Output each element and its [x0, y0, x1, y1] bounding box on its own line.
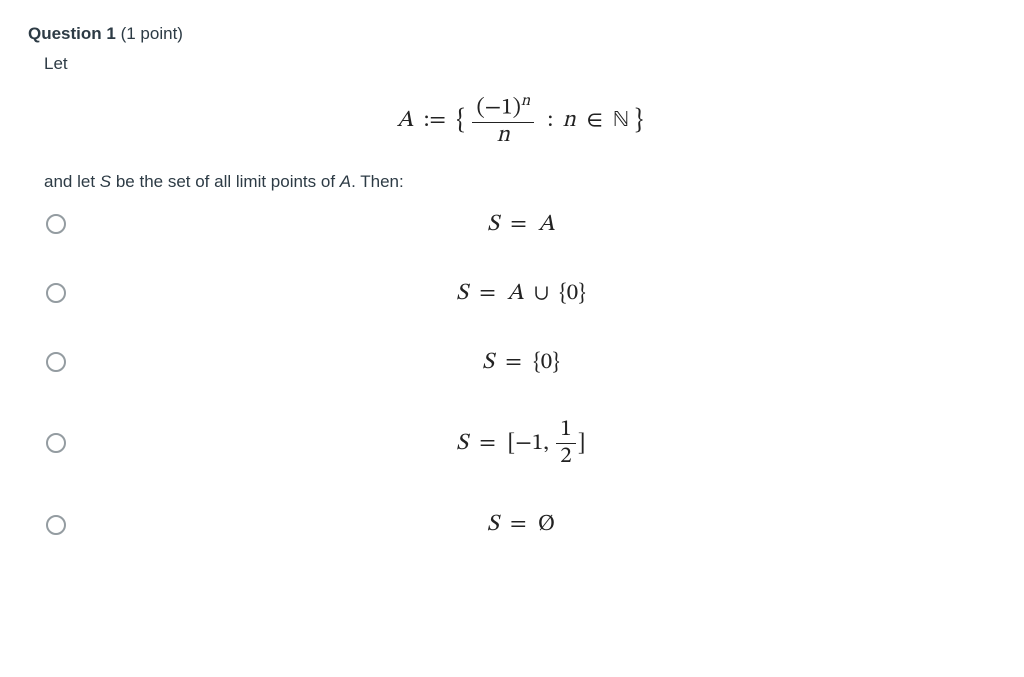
- sym-N: ℕ: [613, 109, 629, 132]
- sym-n: n: [563, 109, 576, 132]
- o5-empty: Ø: [538, 513, 555, 536]
- options-list: S = A S = A ∪ {0} S: [44, 210, 996, 540]
- question-number: 1: [106, 24, 115, 43]
- question-points: (1 point): [116, 24, 183, 43]
- option-3[interactable]: S = {0}: [44, 348, 996, 377]
- o3-lb: {: [533, 351, 541, 374]
- followup-italic-S: S: [100, 172, 111, 191]
- math-o3: S = {0}: [482, 351, 559, 374]
- o4-den: 2: [556, 444, 575, 470]
- sym-colon: :: [542, 109, 558, 132]
- o4-frac: 1 2: [556, 417, 575, 471]
- o2-zero: 0: [567, 282, 578, 305]
- followup-mid: be the set of all limit points of: [111, 172, 340, 191]
- option-content: S = Ø: [86, 510, 996, 539]
- sym-lbrace: {: [456, 108, 465, 134]
- sym-in: ∈: [581, 109, 608, 132]
- question-header: Question 1 (1 point): [28, 24, 996, 44]
- fraction: (−1)n n: [472, 92, 534, 150]
- sym-assign: :=: [419, 109, 451, 132]
- sym-A: A: [397, 109, 414, 132]
- o3-rb: }: [552, 351, 560, 374]
- math-o5: S = Ø: [487, 513, 555, 536]
- option-content: S = A: [86, 210, 996, 239]
- o4-comma: ,: [543, 432, 549, 455]
- radio-button[interactable]: [46, 352, 66, 372]
- option-5[interactable]: S = Ø: [44, 510, 996, 539]
- o4-rbr: ]: [578, 432, 586, 455]
- o1-eq: =: [504, 213, 533, 236]
- o4-eq: =: [473, 432, 502, 455]
- question-body: Let A := { (−1)n n : n ∈ ℕ } and let S b…: [28, 54, 996, 539]
- o1-S: S: [487, 213, 499, 236]
- o5-S: S: [487, 513, 499, 536]
- radio-button[interactable]: [46, 283, 66, 303]
- o3-eq: =: [499, 351, 528, 374]
- o2-eq: =: [473, 282, 502, 305]
- question-label-prefix: Question: [28, 24, 106, 43]
- option-content: S = A ∪ {0}: [86, 279, 996, 308]
- o3-S: S: [482, 351, 494, 374]
- o3-zero: 0: [541, 351, 552, 374]
- minus1: (−1): [476, 97, 520, 120]
- followup-text: and let S be the set of all limit points…: [44, 172, 996, 192]
- exp-n: n: [521, 93, 530, 109]
- radio-button[interactable]: [46, 515, 66, 535]
- o4-num: 1: [556, 417, 575, 444]
- followup-before: and let: [44, 172, 100, 191]
- o5-eq: =: [504, 513, 533, 536]
- o4-m1: −1: [515, 432, 543, 455]
- math-o1: S = A: [487, 213, 554, 236]
- fraction-num: (−1)n: [472, 92, 534, 123]
- sym-rbrace: }: [635, 108, 644, 134]
- followup-italic-A: A: [340, 172, 351, 191]
- o2-S: S: [456, 282, 468, 305]
- option-2[interactable]: S = A ∪ {0}: [44, 279, 996, 308]
- math-set-A: A := { (−1)n n : n ∈ ℕ }: [397, 109, 643, 132]
- radio-button[interactable]: [46, 214, 66, 234]
- math-o4: S = [−1, 1 2 ]: [456, 432, 585, 455]
- question-label: Question 1: [28, 24, 116, 43]
- option-content: S = [−1, 1 2 ]: [86, 417, 996, 471]
- o1-A: A: [538, 213, 555, 236]
- option-1[interactable]: S = A: [44, 210, 996, 239]
- math-o2: S = A ∪ {0}: [456, 282, 585, 305]
- o4-S: S: [456, 432, 468, 455]
- o2-A: A: [507, 282, 524, 305]
- o2-cup: ∪: [529, 282, 554, 305]
- radio-button[interactable]: [46, 433, 66, 453]
- o2-rb: }: [578, 282, 586, 305]
- intro-text: Let: [44, 54, 996, 74]
- followup-after: . Then:: [351, 172, 404, 191]
- fraction-den: n: [472, 123, 534, 149]
- o2-lb: {: [559, 282, 567, 305]
- option-content: S = {0}: [86, 348, 996, 377]
- option-4[interactable]: S = [−1, 1 2 ]: [44, 417, 996, 471]
- set-definition: A := { (−1)n n : n ∈ ℕ }: [44, 92, 996, 150]
